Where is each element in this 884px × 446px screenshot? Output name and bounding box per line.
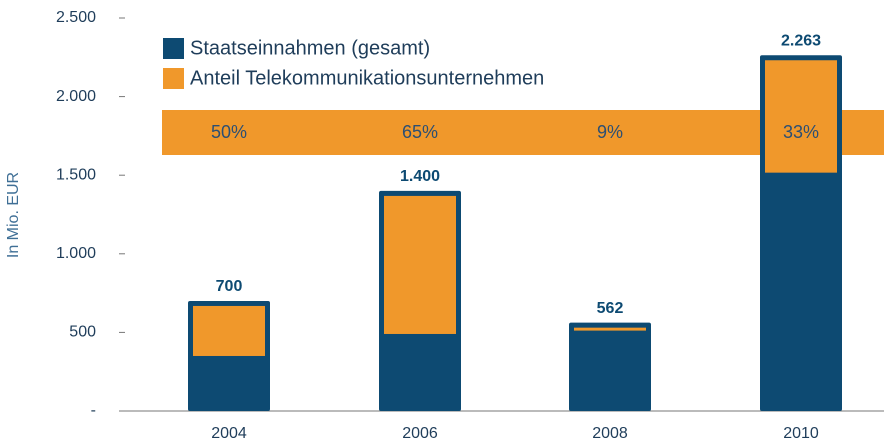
share-segment: [574, 327, 646, 331]
x-tick-label: 2004: [211, 425, 247, 442]
legend-label: Staatseinnahmen (gesamt): [190, 37, 430, 59]
x-tick-label: 2006: [402, 425, 438, 442]
share-label: 65%: [402, 122, 438, 142]
share-label: 50%: [211, 122, 247, 142]
value-label: 2.263: [781, 32, 821, 49]
x-tick-label: 2008: [592, 425, 628, 442]
legend-swatch: [163, 68, 184, 89]
y-tick-label: 1.000: [56, 245, 96, 262]
y-tick-label: 2.500: [56, 9, 96, 26]
share-segment: [384, 195, 456, 334]
legend-swatch: [163, 38, 184, 59]
x-tick-label: 2010: [783, 425, 819, 442]
share-label: 33%: [783, 122, 819, 142]
y-tick-label: -: [91, 402, 96, 419]
y-tick-label: 1.500: [56, 166, 96, 183]
y-axis-label: In Mio. EUR: [5, 172, 22, 258]
legend-label: Anteil Telekommunikationsunternehmen: [190, 67, 544, 89]
share-label: 9%: [597, 122, 623, 142]
share-segment: [765, 60, 837, 173]
bar: [569, 322, 651, 411]
value-label: 700: [216, 278, 243, 295]
value-label: 562: [597, 300, 624, 317]
share-segment: [193, 305, 265, 356]
y-tick-label: 2.000: [56, 88, 96, 105]
y-tick-label: 500: [69, 324, 96, 341]
value-label: 1.400: [400, 168, 440, 185]
